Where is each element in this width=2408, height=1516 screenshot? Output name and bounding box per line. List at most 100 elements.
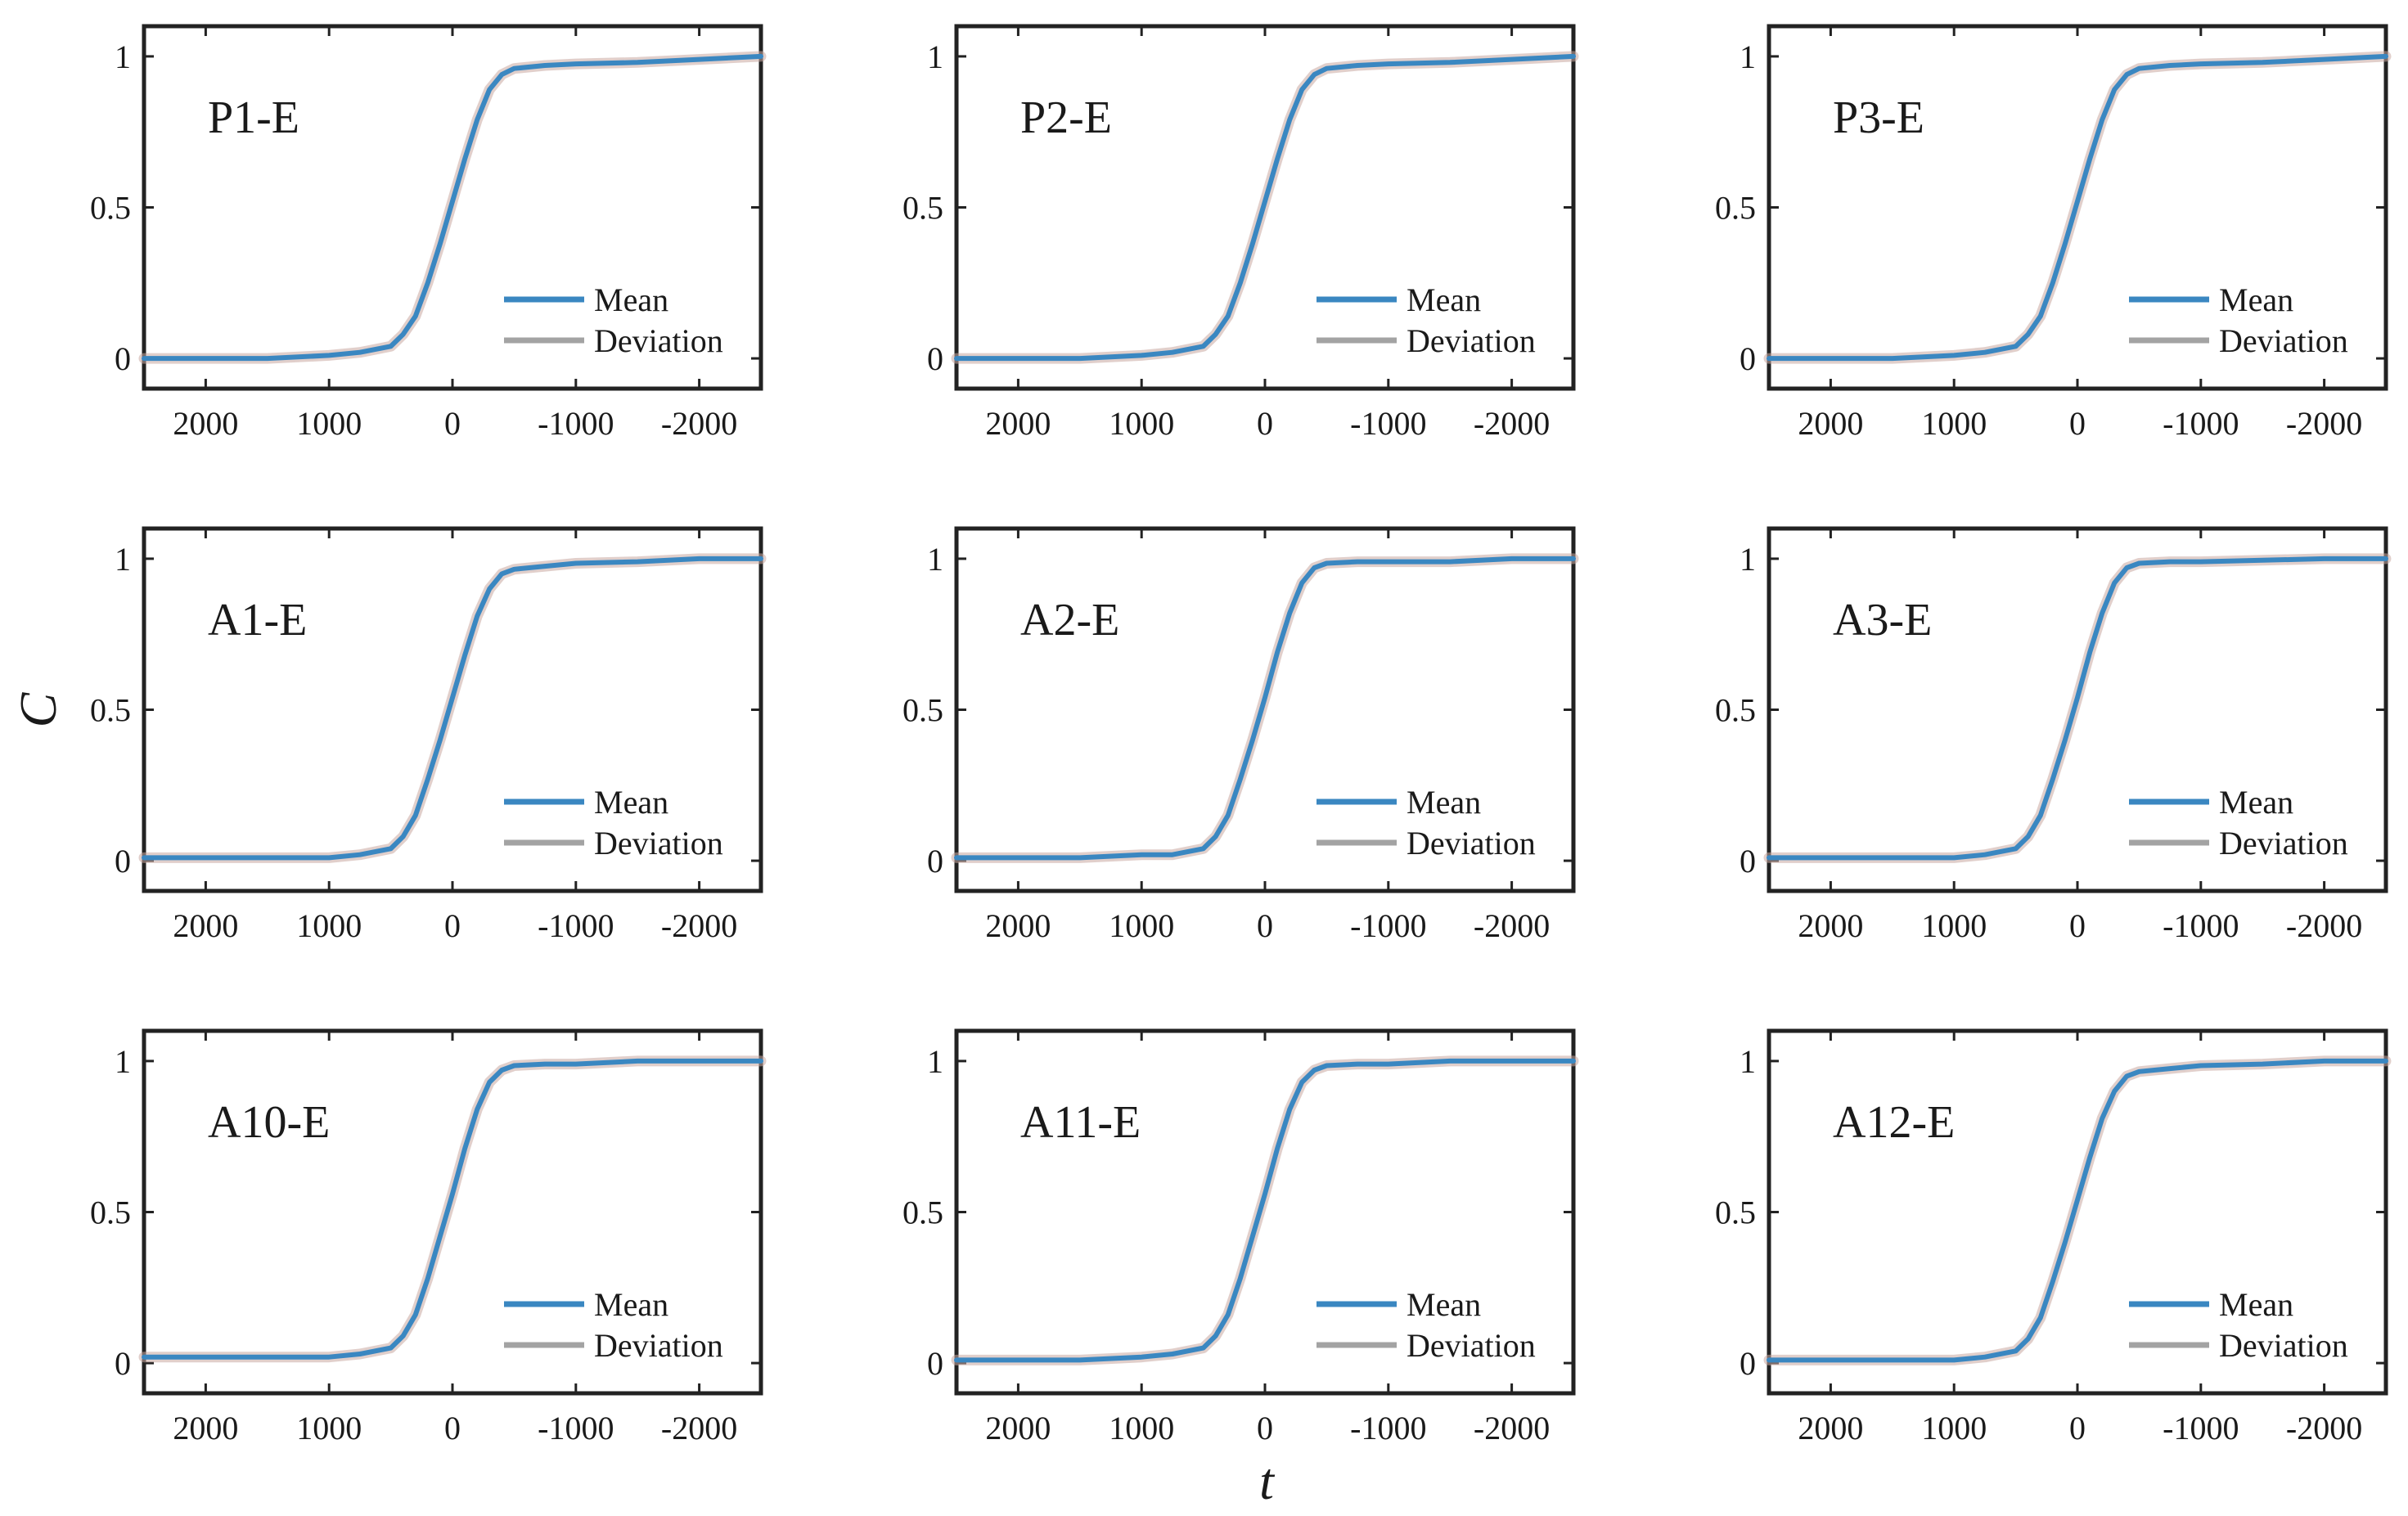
chart-0-ytick-label: 1 xyxy=(115,38,131,75)
chart-7-ytick-label: 0 xyxy=(927,1345,943,1382)
chart-1-mean-line xyxy=(954,53,1576,362)
chart-3: 2000 1000 0 -1000 -2000 0 0.5 1 A1-E Mean Deviatio… xyxy=(90,526,767,944)
chart-7-title: A11-E xyxy=(1020,1097,1141,1148)
chart-6: 2000 1000 0 -1000 -2000 0 0.5 1 A10-E Mean Deviati… xyxy=(90,1028,767,1446)
chart-5-ytick-label: 0 xyxy=(1740,843,1756,879)
chart-8-ytick-label: 1 xyxy=(1740,1043,1756,1080)
chart-6-mean-line xyxy=(142,1058,763,1360)
chart-2-xtick-label: -2000 xyxy=(2286,405,2362,442)
chart-5-title: A3-E xyxy=(1833,595,1932,646)
chart-1-ytick-label: 0 xyxy=(927,340,943,377)
chart-7-xtick-label: -1000 xyxy=(1350,1410,1426,1446)
chart-5-xtick-label: 0 xyxy=(2069,907,2086,944)
chart-7-mean-line xyxy=(954,1058,1576,1363)
chart-8-title: A12-E xyxy=(1833,1097,1955,1148)
chart-5-legend-mean-label: Mean xyxy=(2219,784,2293,821)
chart-8-xtick-label: -1000 xyxy=(2163,1410,2239,1446)
chart-0: 2000 1000 0 -1000 -2000 0 0.5 1 P1-E Mean Deviatio… xyxy=(90,24,767,442)
chart-8-legend-mean-label: Mean xyxy=(2219,1286,2293,1323)
chart-1: 2000 1000 0 -1000 -2000 0 0.5 1 P2-E Mean Deviatio… xyxy=(902,24,1579,442)
x-axis-label: t xyxy=(1259,1452,1276,1510)
chart-6-ytick-label: 0 xyxy=(115,1345,131,1382)
chart-3-ytick-label: 1 xyxy=(115,541,131,578)
chart-2-mean-line xyxy=(1767,53,2388,362)
chart-6-legend-mean-label: Mean xyxy=(594,1286,668,1323)
chart-3-xtick-label: 2000 xyxy=(173,907,238,944)
chart-7-xtick-label: 2000 xyxy=(985,1410,1051,1446)
chart-6-ytick-label: 1 xyxy=(115,1043,131,1080)
chart-4-xtick-label: -2000 xyxy=(1474,907,1550,944)
chart-2-title: P3-E xyxy=(1833,92,1924,143)
chart-3-xtick-label: 1000 xyxy=(296,907,362,944)
chart-0-xtick-label: -1000 xyxy=(538,405,614,442)
chart-0-xtick-label: 2000 xyxy=(173,405,238,442)
chart-7-xtick-label: -2000 xyxy=(1474,1410,1550,1446)
chart-4-xtick-label: 2000 xyxy=(985,907,1051,944)
chart-1-ytick-label: 0.5 xyxy=(902,190,943,227)
chart-0-ytick-label: 0 xyxy=(115,340,131,377)
chart-0-legend-deviation-label: Deviation xyxy=(594,322,723,359)
chart-3-legend-mean-label: Mean xyxy=(594,784,668,821)
chart-1-xtick-label: -1000 xyxy=(1350,405,1426,442)
chart-8-xtick-label: 0 xyxy=(2069,1410,2086,1446)
chart-6-legend-deviation-label: Deviation xyxy=(594,1327,723,1364)
chart-7-xtick-label: 1000 xyxy=(1109,1410,1174,1446)
chart-7-legend-mean-label: Mean xyxy=(1407,1286,1481,1323)
chart-0-title: P1-E xyxy=(208,92,299,143)
chart-5-ytick-label: 0.5 xyxy=(1715,692,1756,729)
chart-3-title: A1-E xyxy=(208,595,307,646)
chart-7-legend-deviation-label: Deviation xyxy=(1407,1327,1536,1364)
chart-7-xtick-label: 0 xyxy=(1257,1410,1273,1446)
chart-3-legend-deviation-label: Deviation xyxy=(594,825,723,861)
chart-1-legend-mean-label: Mean xyxy=(1407,281,1481,318)
chart-0-legend-mean-label: Mean xyxy=(594,281,668,318)
chart-0-xtick-label: 1000 xyxy=(296,405,362,442)
chart-2-legend-mean-label: Mean xyxy=(2219,281,2293,318)
chart-8-mean-line xyxy=(1767,1058,2388,1363)
chart-8-ytick-label: 0 xyxy=(1740,1345,1756,1382)
chart-8-ytick-label: 0.5 xyxy=(1715,1194,1756,1231)
chart-1-legend-deviation-label: Deviation xyxy=(1407,322,1536,359)
chart-8-xtick-label: 2000 xyxy=(1798,1410,1863,1446)
chart-3-xtick-label: -2000 xyxy=(661,907,737,944)
chart-2: 2000 1000 0 -1000 -2000 0 0.5 1 P3-E Mean Deviatio… xyxy=(1715,24,2392,442)
chart-8: 2000 1000 0 -1000 -2000 0 0.5 1 A12-E Mean Deviati… xyxy=(1715,1028,2392,1446)
chart-4-mean-line xyxy=(954,556,1576,861)
chart-1-xtick-label: 0 xyxy=(1257,405,1273,442)
chart-1-xtick-label: -2000 xyxy=(1474,405,1550,442)
chart-3-xtick-label: 0 xyxy=(444,907,461,944)
chart-6-ytick-label: 0.5 xyxy=(90,1194,131,1231)
chart-3-mean-line xyxy=(142,556,763,861)
chart-2-xtick-label: 2000 xyxy=(1798,405,1863,442)
chart-0-xtick-label: -2000 xyxy=(661,405,737,442)
chart-5-mean-line xyxy=(1767,556,2388,861)
chart-0-ytick-label: 0.5 xyxy=(90,190,131,227)
chart-8-xtick-label: 1000 xyxy=(1921,1410,1987,1446)
chart-7: 2000 1000 0 -1000 -2000 0 0.5 1 A11-E Mean Deviati… xyxy=(902,1028,1579,1446)
chart-4-title: A2-E xyxy=(1020,595,1119,646)
chart-2-xtick-label: -1000 xyxy=(2163,405,2239,442)
chart-5: 2000 1000 0 -1000 -2000 0 0.5 1 A3-E Mean Deviatio… xyxy=(1715,526,2392,944)
chart-7-ytick-label: 1 xyxy=(927,1043,943,1080)
chart-2-ytick-label: 1 xyxy=(1740,38,1756,75)
chart-4: 2000 1000 0 -1000 -2000 0 0.5 1 A2-E Mean Deviatio… xyxy=(902,526,1579,944)
chart-6-xtick-label: 0 xyxy=(444,1410,461,1446)
chart-4-legend-mean-label: Mean xyxy=(1407,784,1481,821)
chart-5-xtick-label: -2000 xyxy=(2286,907,2362,944)
chart-5-ytick-label: 1 xyxy=(1740,541,1756,578)
chart-7-ytick-label: 0.5 xyxy=(902,1194,943,1231)
chart-5-xtick-label: 2000 xyxy=(1798,907,1863,944)
chart-8-legend-deviation-label: Deviation xyxy=(2219,1327,2348,1364)
chart-2-xtick-label: 0 xyxy=(2069,405,2086,442)
chart-8-xtick-label: -2000 xyxy=(2286,1410,2362,1446)
chart-2-legend-deviation-label: Deviation xyxy=(2219,322,2348,359)
chart-3-xtick-label: -1000 xyxy=(538,907,614,944)
chart-4-ytick-label: 0 xyxy=(927,843,943,879)
chart-1-title: P2-E xyxy=(1020,92,1112,143)
chart-1-xtick-label: 2000 xyxy=(985,405,1051,442)
chart-3-ytick-label: 0 xyxy=(115,843,131,879)
chart-5-xtick-label: 1000 xyxy=(1921,907,1987,944)
chart-3-ytick-label: 0.5 xyxy=(90,692,131,729)
